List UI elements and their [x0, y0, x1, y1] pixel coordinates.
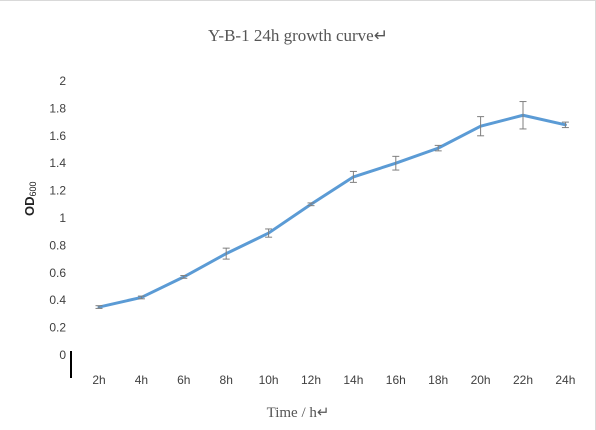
chart-border-top — [0, 0, 596, 1]
error-bar — [392, 155, 400, 171]
x-tick-label: 20h — [471, 373, 491, 387]
error-bar — [434, 144, 442, 152]
error-bar — [222, 247, 230, 260]
x-tick-label: 4h — [135, 373, 148, 387]
x-tick-label: 16h — [386, 373, 406, 387]
x-tick-label: 22h — [513, 373, 533, 387]
y-tick-label: 0.8 — [49, 238, 66, 252]
y-tick-label: 1.6 — [49, 129, 66, 143]
error-bar — [561, 121, 569, 129]
y-tick-label: 0 — [59, 348, 66, 362]
x-tick-label: 24h — [555, 373, 575, 387]
y-tick-label: 0.6 — [49, 266, 66, 280]
x-tick-label: 18h — [428, 373, 448, 387]
y-tick-label: 0.4 — [49, 293, 66, 307]
x-axis-title: Time / h↵ — [266, 405, 330, 421]
error-bar — [519, 101, 527, 130]
y-tick-label: 1 — [59, 211, 66, 225]
x-tick-label: 12h — [301, 373, 321, 387]
x-tick-label: 6h — [177, 373, 190, 387]
y-tick-label: 0.2 — [49, 321, 66, 335]
error-bar — [477, 116, 485, 137]
y-tick-label: 1.8 — [49, 101, 66, 115]
x-tick-label: 2h — [92, 373, 105, 387]
error-bar — [349, 170, 357, 183]
x-tick-label: 14h — [343, 373, 363, 387]
error-bar — [265, 228, 273, 238]
x-tick-label: 8h — [220, 373, 233, 387]
series-line — [97, 113, 567, 309]
error-bar — [95, 305, 103, 309]
y-tick-label: 2 — [59, 74, 66, 88]
error-bar — [307, 202, 315, 207]
error-bar — [137, 295, 145, 300]
chart-title: Y-B-1 24h growth curve↵ — [208, 26, 388, 45]
error-bar — [180, 275, 188, 279]
x-tick-label: 10h — [259, 373, 279, 387]
y-tick-label: 1.2 — [49, 184, 66, 198]
y-tick-label: 1.4 — [49, 156, 66, 170]
